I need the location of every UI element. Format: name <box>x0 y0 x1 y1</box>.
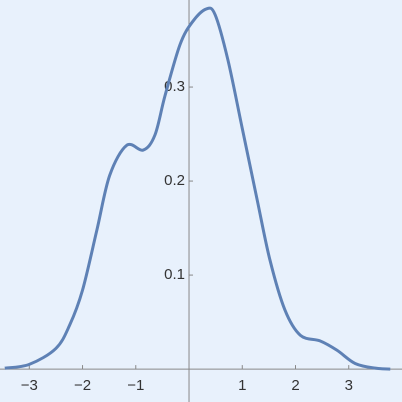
x-tick-label: 2 <box>291 377 299 394</box>
x-tick-label: −1 <box>127 377 144 394</box>
x-tick-label: −2 <box>74 377 91 394</box>
x-tick-label: −3 <box>21 377 38 394</box>
x-tick-label: 3 <box>345 377 353 394</box>
density-curve <box>4 6 391 371</box>
x-tick-label: 1 <box>238 377 246 394</box>
y-tick-label: 0.1 <box>164 266 185 283</box>
y-tick-label: 0.2 <box>164 172 185 189</box>
